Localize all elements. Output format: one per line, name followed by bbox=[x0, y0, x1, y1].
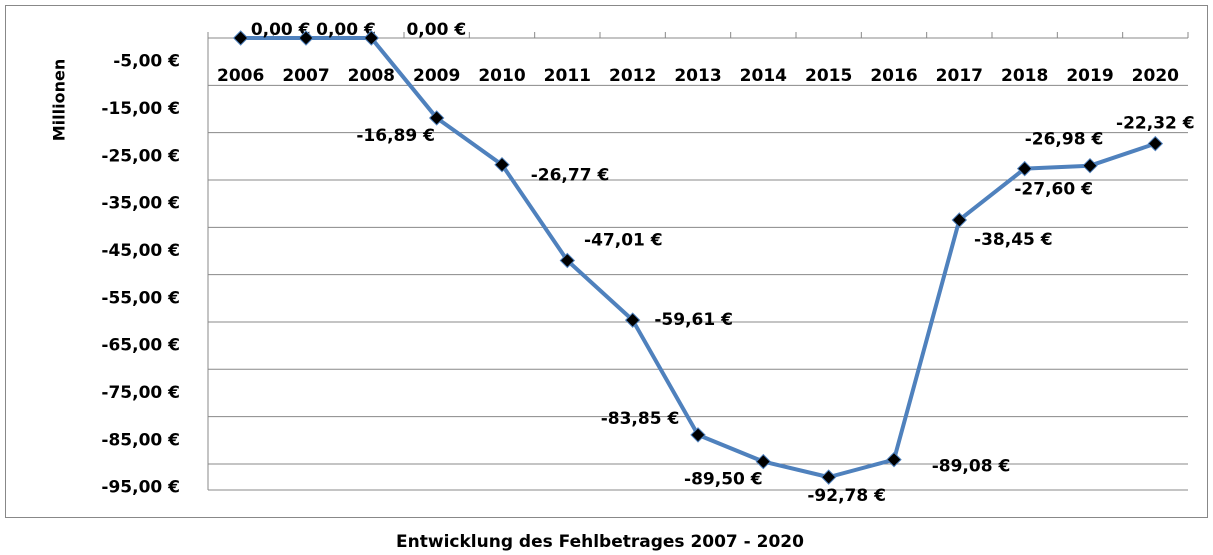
chart-title: Entwicklung des Fehlbetrages 2007 - 2020 bbox=[396, 532, 804, 552]
data-label: -26,98 € bbox=[1025, 130, 1104, 150]
data-label: -16,89 € bbox=[356, 126, 435, 146]
data-label: -92,78 € bbox=[807, 486, 886, 506]
x-tick-label: 2009 bbox=[413, 66, 460, 86]
y-tick-label: -55,00 € bbox=[101, 288, 180, 308]
x-tick-label: 2011 bbox=[544, 66, 591, 86]
y-tick-label: -65,00 € bbox=[101, 336, 180, 356]
marker bbox=[298, 30, 314, 46]
y-tick-label: -15,00 € bbox=[101, 99, 180, 119]
data-label: -59,61 € bbox=[654, 310, 733, 330]
marker bbox=[1016, 160, 1033, 177]
data-label: -83,85 € bbox=[601, 409, 680, 429]
data-label: -22,32 € bbox=[1116, 114, 1195, 134]
x-tick-label: 2008 bbox=[348, 66, 395, 86]
x-tick-label: 2012 bbox=[609, 66, 656, 86]
marker bbox=[428, 110, 445, 126]
marker bbox=[624, 312, 641, 328]
y-tick-label: -5,00 € bbox=[113, 52, 180, 72]
chart-border bbox=[5, 5, 1208, 518]
data-label: -38,45 € bbox=[974, 230, 1053, 250]
x-tick-label: 2015 bbox=[805, 66, 852, 86]
marker bbox=[363, 30, 380, 46]
x-tick-label: 2020 bbox=[1132, 66, 1179, 86]
y-tick-label: -75,00 € bbox=[101, 383, 180, 403]
x-tick-label: 2007 bbox=[282, 66, 329, 86]
marker bbox=[1082, 157, 1098, 174]
y-tick-label: -85,00 € bbox=[101, 430, 180, 450]
marker bbox=[755, 453, 772, 470]
marker bbox=[232, 30, 249, 46]
marker bbox=[494, 156, 510, 173]
y-tick-label: -35,00 € bbox=[101, 194, 180, 214]
marker bbox=[690, 427, 706, 443]
x-tick-label: 2016 bbox=[870, 66, 917, 86]
y-axis-label: Millionen bbox=[50, 59, 69, 141]
marker bbox=[951, 212, 968, 228]
line bbox=[240, 36, 1156, 480]
y-tick-label: -25,00 € bbox=[101, 146, 180, 166]
x-tick-label: 2019 bbox=[1066, 66, 1113, 86]
x-tick-label: 2010 bbox=[478, 66, 525, 86]
data-label: 0,00 € bbox=[251, 20, 311, 40]
data-label: -47,01 € bbox=[584, 230, 663, 250]
y-tick-label: -95,00 € bbox=[101, 478, 180, 498]
x-tick-label: 2017 bbox=[936, 66, 983, 86]
data-label: -26,77 € bbox=[531, 166, 610, 186]
marker bbox=[820, 469, 837, 485]
data-label: -89,08 € bbox=[932, 457, 1011, 477]
y-tick-label: -45,00 € bbox=[101, 241, 180, 261]
x-tick-label: 2013 bbox=[674, 66, 721, 86]
x-tick-label: 2006 bbox=[217, 66, 264, 86]
data-label: 0,00 € bbox=[316, 20, 376, 40]
marker bbox=[559, 252, 576, 269]
marker bbox=[886, 451, 902, 468]
data-label: -27,60 € bbox=[1014, 180, 1093, 200]
x-tick-label: 2018 bbox=[1001, 66, 1048, 86]
marker bbox=[1147, 135, 1164, 152]
data-label: 0,00 € bbox=[406, 20, 466, 40]
x-tick-label: 2014 bbox=[740, 66, 787, 86]
data-label: -89,50 € bbox=[684, 470, 763, 490]
